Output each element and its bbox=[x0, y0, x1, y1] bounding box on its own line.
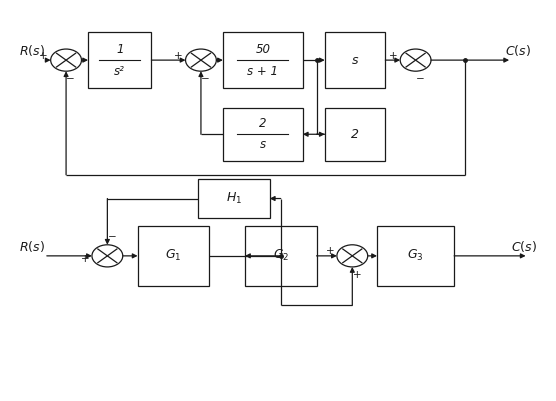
Text: +: + bbox=[39, 51, 48, 61]
Text: $G_1$: $G_1$ bbox=[165, 248, 182, 263]
Text: s + 1: s + 1 bbox=[247, 65, 279, 78]
Text: $R(s)$: $R(s)$ bbox=[19, 43, 45, 58]
Bar bbox=[138, 226, 209, 286]
Text: +: + bbox=[389, 51, 398, 61]
Bar bbox=[325, 32, 385, 88]
Text: +: + bbox=[174, 51, 183, 61]
Text: s: s bbox=[352, 54, 358, 67]
Text: −: − bbox=[108, 232, 116, 242]
Text: s²: s² bbox=[115, 65, 125, 78]
Text: +: + bbox=[353, 270, 361, 280]
Text: $G_2$: $G_2$ bbox=[272, 248, 289, 263]
Text: 1: 1 bbox=[116, 43, 123, 56]
Bar bbox=[88, 32, 151, 88]
Text: −: − bbox=[66, 74, 75, 84]
Bar bbox=[245, 226, 316, 286]
Text: 2: 2 bbox=[351, 128, 359, 141]
Text: +: + bbox=[325, 247, 334, 256]
Text: −: − bbox=[416, 74, 425, 84]
Text: $C(s)$: $C(s)$ bbox=[511, 239, 537, 254]
Text: $G_3$: $G_3$ bbox=[408, 248, 424, 263]
Bar bbox=[198, 179, 270, 218]
Text: $H_1$: $H_1$ bbox=[226, 191, 242, 206]
Text: $R(s)$: $R(s)$ bbox=[19, 239, 45, 254]
Text: $C(s)$: $C(s)$ bbox=[505, 43, 531, 58]
Text: +: + bbox=[81, 254, 89, 264]
Bar bbox=[223, 32, 303, 88]
Bar bbox=[223, 107, 303, 161]
Text: 50: 50 bbox=[255, 43, 270, 56]
Text: s: s bbox=[260, 138, 266, 152]
Bar bbox=[325, 107, 385, 161]
Bar bbox=[377, 226, 454, 286]
Text: 2: 2 bbox=[259, 117, 267, 130]
Text: −: − bbox=[201, 74, 210, 84]
